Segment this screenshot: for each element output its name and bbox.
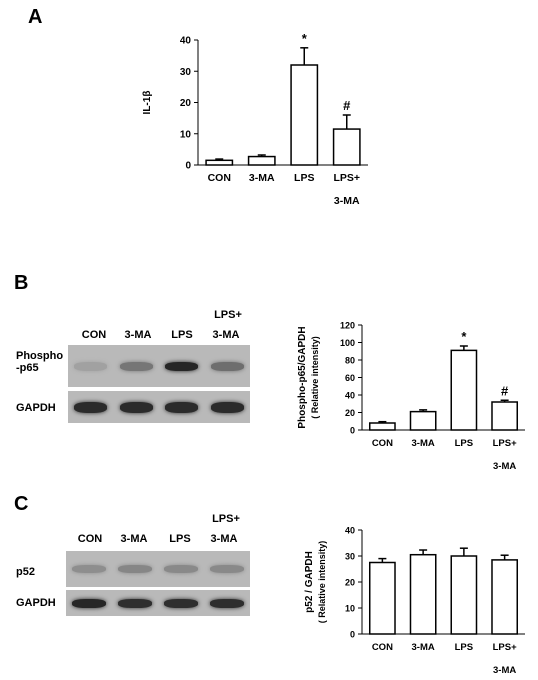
blot-band xyxy=(118,565,152,573)
significance-marker: # xyxy=(343,98,351,113)
y-tick-label: 10 xyxy=(345,604,355,614)
x-tick-label: LPS+ xyxy=(493,642,517,653)
x-tick-label: 3-MA xyxy=(493,461,516,472)
blot-band xyxy=(119,401,153,413)
bar xyxy=(247,155,276,166)
blot-image-phospho-p65 xyxy=(68,345,250,387)
x-tick-label: LPS+ xyxy=(333,172,360,184)
x-tick-label: 3-MA xyxy=(412,642,435,653)
lane-label: LPS xyxy=(171,329,193,341)
bar xyxy=(450,555,478,635)
bar xyxy=(332,128,361,166)
blot-band xyxy=(72,565,106,573)
y-tick-label: 10 xyxy=(180,129,192,140)
y-axis-label: IL-1β xyxy=(142,91,153,115)
y-tick-label: 0 xyxy=(350,426,355,436)
y-tick-label: 20 xyxy=(345,408,355,418)
blot-band xyxy=(210,565,244,573)
x-tick-label: 3-MA xyxy=(412,438,435,449)
blot-band xyxy=(74,401,108,413)
y-tick-label: 30 xyxy=(345,552,355,562)
y-tick-label: 0 xyxy=(185,161,191,172)
panel-label-c: C xyxy=(14,493,29,515)
y-tick-label: 40 xyxy=(345,526,355,536)
blot-band xyxy=(118,598,152,608)
blot-image-gapdh xyxy=(66,590,250,616)
y-tick-label: 100 xyxy=(340,338,355,348)
lane-label: 3-MA xyxy=(212,329,240,341)
panel-label-a: A xyxy=(28,6,43,28)
bar xyxy=(205,159,234,166)
blot-row-label: GAPDH xyxy=(16,402,56,414)
blot-band xyxy=(165,401,199,413)
lane-label: 3-MA xyxy=(210,533,238,545)
y-tick-label: 40 xyxy=(345,391,355,401)
x-tick-label: LPS xyxy=(455,438,473,449)
significance-marker: # xyxy=(501,383,509,398)
bar xyxy=(409,553,437,635)
blot-band xyxy=(164,565,198,573)
lane-label-top: LPS+ xyxy=(212,513,240,525)
blot-band xyxy=(72,598,106,608)
bar xyxy=(450,349,478,431)
x-tick-label: 3-MA xyxy=(334,195,360,207)
y-axis-label: Phospho-p65/GAPDH xyxy=(297,326,308,428)
x-tick-label: CON xyxy=(372,642,393,653)
lane-label-top: LPS+ xyxy=(214,309,242,321)
lane-label: LPS xyxy=(169,533,191,545)
y-tick-label: 0 xyxy=(350,630,355,640)
blot-band xyxy=(74,361,108,371)
bar xyxy=(491,559,519,635)
bar xyxy=(368,561,396,635)
y-tick-label: 20 xyxy=(345,578,355,588)
y-tick-label: 120 xyxy=(340,321,355,331)
y-axis-label-secondary: ( Relative intensity) xyxy=(317,541,327,624)
lane-label: CON xyxy=(77,533,103,545)
bar xyxy=(491,401,519,431)
bar xyxy=(368,422,396,431)
blot-band xyxy=(119,361,153,371)
y-tick-label: 40 xyxy=(180,36,192,47)
panel-label-b: B xyxy=(14,272,29,294)
x-tick-label: LPS xyxy=(294,172,314,184)
y-axis-label: p52 / GAPDH xyxy=(304,551,315,613)
blot-band xyxy=(210,598,244,608)
y-tick-label: 30 xyxy=(180,67,192,78)
y-tick-label: 60 xyxy=(345,373,355,383)
lane-label: 3-MA xyxy=(120,533,148,545)
lane-label: CON xyxy=(81,329,107,341)
blot-band xyxy=(165,361,199,371)
blot-row-label: GAPDH xyxy=(16,597,56,609)
blot-image-gapdh xyxy=(68,391,250,423)
significance-marker: * xyxy=(461,329,467,344)
x-tick-label: LPS+ xyxy=(493,438,517,449)
bar xyxy=(290,64,319,166)
bar xyxy=(409,410,437,431)
blot-row-label: Phospho -p65 xyxy=(16,350,64,374)
x-tick-label: 3-MA xyxy=(493,665,516,676)
y-tick-label: 20 xyxy=(180,98,192,109)
blot-band xyxy=(164,598,198,608)
x-tick-label: CON xyxy=(372,438,393,449)
blot-row-label: p52 xyxy=(16,566,35,578)
lane-label: 3-MA xyxy=(124,329,152,341)
blot-band xyxy=(210,401,244,413)
y-axis-label-secondary: ( Relative intensity) xyxy=(310,336,320,419)
blot-band xyxy=(210,361,244,371)
y-tick-label: 80 xyxy=(345,356,355,366)
x-tick-label: CON xyxy=(208,172,231,184)
x-tick-label: 3-MA xyxy=(249,172,275,184)
significance-marker: * xyxy=(302,31,308,46)
x-tick-label: LPS xyxy=(455,642,473,653)
blot-image-p52 xyxy=(66,551,250,587)
